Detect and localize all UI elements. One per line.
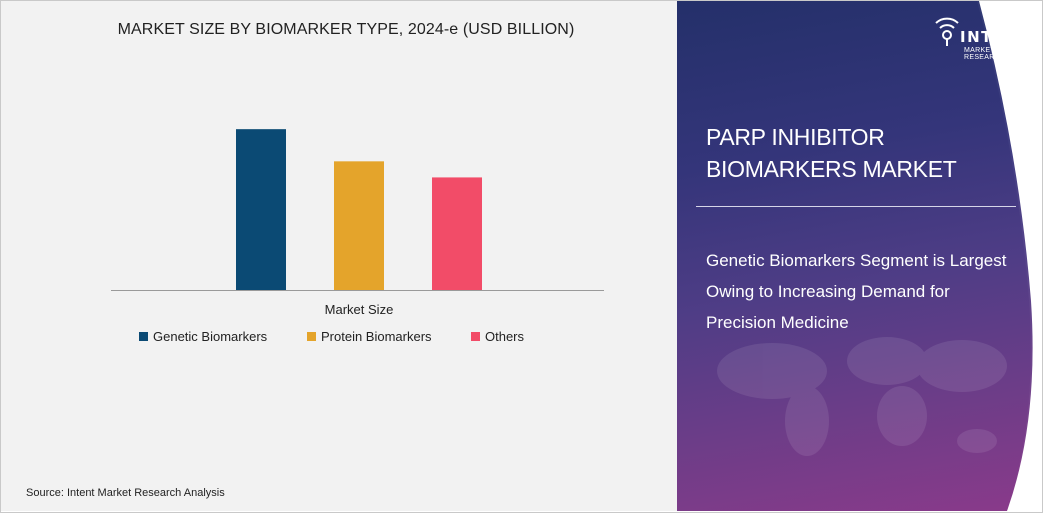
bar-chart: Market Size	[111, 129, 604, 317]
x-tick-label: Market Size	[325, 302, 394, 317]
bar-genetic-biomarkers	[236, 129, 286, 290]
chart-title: MARKET SIZE BY BIOMARKER TYPE, 2024-e (U…	[117, 21, 575, 38]
title-divider	[696, 206, 1016, 207]
chart-panel: Market Size MARKET SIZE BY BIOMARKER TYP…	[1, 1, 677, 511]
legend-label: Genetic Biomarkers	[153, 329, 268, 344]
bar-others	[432, 177, 482, 290]
legend-item: Genetic Biomarkers	[139, 329, 267, 344]
world-map-icon	[717, 337, 1007, 456]
brand-logo: INTENT TM MARKET RESEARCH	[932, 14, 1032, 61]
legend-swatch	[471, 332, 480, 341]
report-panel: INTENT TM MARKET RESEARCH PARP INHIBITOR…	[677, 1, 1041, 511]
bar-protein-biomarkers	[334, 161, 384, 290]
signal-icon	[935, 17, 959, 46]
legend-swatch	[307, 332, 316, 341]
brand-name: INTENT	[960, 28, 1031, 46]
source-note: Source: Intent Market Research Analysis	[26, 487, 225, 499]
chart-legend: Genetic Biomarkers Protein Biomarkers Othe…	[1, 329, 691, 349]
legend-item: Protein Biomarkers	[307, 329, 432, 344]
decorative-curve	[677, 1, 1041, 511]
legend-swatch	[139, 332, 148, 341]
brand-trademark: TM	[1022, 25, 1030, 31]
legend-label: Others	[485, 329, 525, 344]
report-title-line2: BIOMARKERS MARKET	[706, 156, 957, 182]
brand-tagline: MARKET RESEARCH	[964, 47, 1006, 61]
legend-label: Protein Biomarkers	[321, 329, 432, 344]
key-insight: Genetic Biomarkers Segment is Largest Ow…	[706, 251, 1007, 332]
legend-item: Others	[471, 329, 524, 344]
report-title: PARP INHIBITOR BIOMARKERS MARKET	[706, 121, 1026, 185]
report-title-line1: PARP INHIBITOR	[706, 124, 885, 150]
